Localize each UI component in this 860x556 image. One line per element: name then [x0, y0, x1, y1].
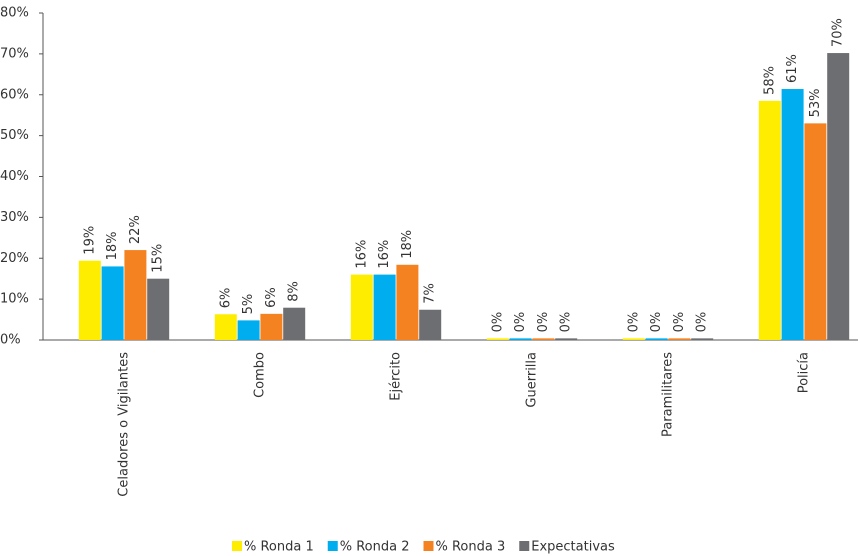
y-tick-label: 50% [0, 128, 29, 143]
bar [509, 338, 532, 340]
legend-swatch [423, 541, 434, 551]
bar [101, 266, 124, 340]
bar [260, 313, 283, 340]
bar [124, 250, 147, 340]
x-tick-label: Policía [797, 352, 812, 393]
y-tick-label: 10% [0, 292, 29, 307]
value-label: 0% [695, 312, 710, 333]
value-label: 16% [354, 240, 369, 269]
value-label: 22% [128, 215, 143, 244]
bar [147, 278, 170, 340]
value-label: 7% [423, 283, 438, 304]
x-tick-label: Ejército [389, 352, 404, 401]
bar [214, 314, 237, 340]
y-tick-label: 30% [0, 210, 29, 225]
legend-swatch [232, 541, 242, 551]
y-tick-label: 0% [0, 333, 21, 348]
x-tick-label: Guerrilla [525, 352, 540, 408]
value-label: 18% [400, 230, 415, 259]
value-label: 0% [536, 312, 551, 333]
value-label: 5% [241, 294, 256, 315]
value-label: 6% [264, 287, 279, 308]
value-label: 0% [559, 312, 574, 333]
y-tick-label: 20% [0, 251, 29, 266]
bar [781, 89, 804, 340]
y-tick-label: 80% [0, 6, 29, 21]
y-tick-label: 40% [0, 169, 29, 184]
bar [419, 309, 442, 340]
value-label: 8% [287, 281, 302, 302]
legend-swatch [519, 541, 530, 551]
value-label: 0% [672, 312, 687, 333]
value-label: 6% [218, 288, 233, 309]
bar [283, 307, 306, 340]
value-label: 53% [808, 88, 823, 117]
bar [486, 338, 509, 340]
y-tick-label: 60% [0, 87, 29, 102]
legend-label: % Ronda 1 [244, 540, 314, 555]
bar [645, 338, 668, 340]
bar [555, 338, 578, 340]
value-label: 19% [82, 226, 97, 255]
bar [396, 264, 419, 340]
x-tick-label: Paramilitares [661, 352, 676, 437]
bar [350, 274, 373, 340]
value-label: 0% [649, 312, 664, 333]
value-label: 15% [151, 244, 166, 273]
bar [78, 260, 101, 340]
legend-label: Expectativas [531, 540, 615, 555]
value-label: 58% [762, 66, 777, 95]
bar [827, 53, 850, 341]
y-tick-label: 70% [0, 46, 29, 61]
bar [758, 100, 781, 340]
legend-label: % Ronda 2 [340, 540, 410, 555]
value-label: 61% [785, 54, 800, 83]
bar [691, 338, 714, 340]
value-label: 70% [831, 18, 846, 47]
bar [237, 320, 260, 340]
bar [622, 338, 645, 340]
bar [373, 274, 396, 340]
legend-swatch [327, 541, 338, 551]
value-label: 0% [626, 312, 641, 333]
bar [668, 338, 691, 340]
value-label: 16% [377, 240, 392, 269]
bar [804, 123, 827, 340]
bar [532, 338, 555, 340]
legend-label: % Ronda 3 [436, 540, 506, 555]
value-label: 0% [513, 312, 528, 333]
x-tick-label: Combo [253, 352, 268, 398]
value-label: 18% [105, 232, 120, 261]
x-tick-label: Celadores o Vigilantes [117, 352, 132, 497]
value-label: 0% [490, 312, 505, 333]
